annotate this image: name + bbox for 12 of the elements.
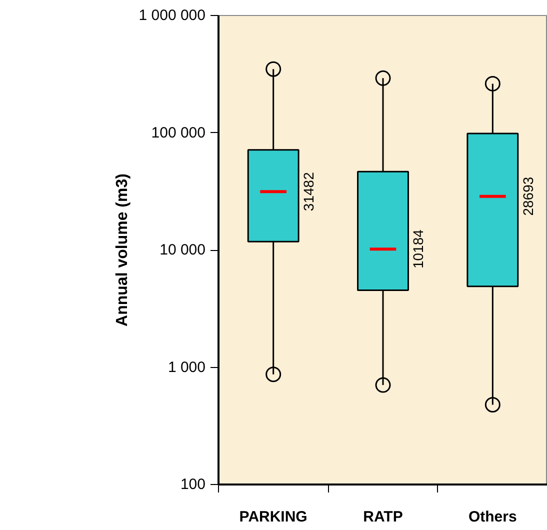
x-tick-label: RATP: [363, 508, 403, 526]
text: 10184: [410, 230, 426, 269]
y-axis-title: Annual volume (m3): [114, 174, 131, 326]
y-tick-label: 100: [180, 476, 206, 493]
x-tick-label: PARKING: [239, 508, 308, 526]
y-tick-label: 100 000: [151, 124, 206, 142]
text: 28693: [520, 176, 536, 216]
y-tick-label: 1 000: [168, 358, 206, 376]
y-tick-label: 1 000 000: [138, 7, 206, 24]
y-tick-label: 10 000: [160, 242, 206, 258]
text: 31482: [300, 172, 316, 212]
x-tick-label: Others: [468, 508, 517, 526]
